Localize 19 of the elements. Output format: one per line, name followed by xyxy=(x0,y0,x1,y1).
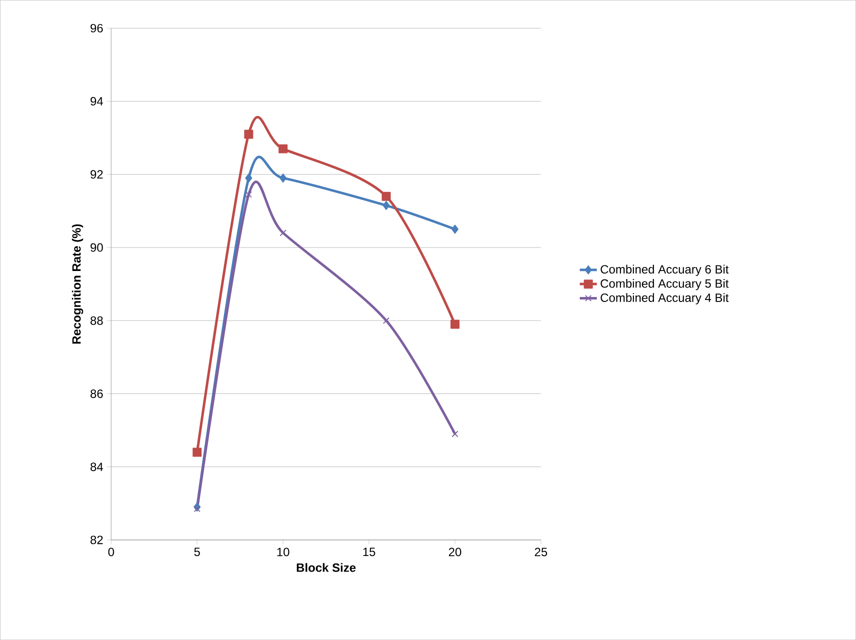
x-tick-label: 10 xyxy=(277,548,290,556)
y-tick-label: 96 xyxy=(90,24,103,32)
legend-label: Combined Accuary 5 Bit xyxy=(600,278,729,290)
y-axis-title: Recognition Rate (%) xyxy=(72,224,84,344)
y-tick-label: 82 xyxy=(90,536,103,544)
y-tick-label: 86 xyxy=(90,389,103,398)
x-tick-label: 0 xyxy=(108,548,114,556)
y-tick-label: 90 xyxy=(90,243,103,252)
x-tick-label: 5 xyxy=(194,548,200,556)
x-tick-label: 20 xyxy=(448,548,462,556)
y-tick-label: 88 xyxy=(90,316,103,325)
y-tick-label: 84 xyxy=(90,462,103,472)
y-tick-label: 92 xyxy=(90,170,103,179)
legend-label: Combined Accuary 6 Bit xyxy=(600,264,729,276)
x-axis-title: Block Size xyxy=(296,563,356,572)
legend-label: Combined Accuary 4 Bit xyxy=(600,293,729,304)
y-tick-label: 94 xyxy=(90,97,103,106)
x-tick-label: 25 xyxy=(534,548,548,556)
x-tick-label: 15 xyxy=(363,548,376,556)
